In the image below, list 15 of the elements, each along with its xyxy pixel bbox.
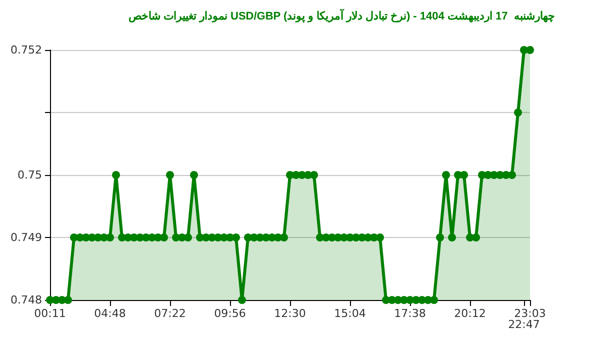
y-tick-label: 0.752 bbox=[10, 44, 42, 56]
x-tick-label: 17:38 bbox=[394, 307, 426, 320]
x-tick-label: 04:48 bbox=[94, 307, 126, 320]
x-tick-label: 22:47 bbox=[508, 318, 540, 331]
y-tick-label: 0.749 bbox=[10, 231, 42, 244]
x-tick-label: 07:22 bbox=[154, 307, 186, 320]
x-tick-label: 20:12 bbox=[454, 307, 486, 320]
x-tick-label: 23:03 bbox=[514, 307, 546, 320]
x-tick-label: 00:11 bbox=[34, 307, 66, 320]
x-tick-label: 12:30 bbox=[274, 307, 306, 320]
chart-title: نمودار تغییرات شاخص USD/GBP (نرخ تبادل دلار آمریکا و پوند) - چهارشنبه 17 اردیبهشت 1404 bbox=[128, 8, 555, 22]
x-tick-label: 15:04 bbox=[334, 307, 366, 320]
y-tick-label: 0.748 bbox=[10, 294, 42, 306]
x-tick-label: 09:56 bbox=[214, 307, 246, 320]
y-tick-label: 0.75 bbox=[18, 168, 42, 182]
